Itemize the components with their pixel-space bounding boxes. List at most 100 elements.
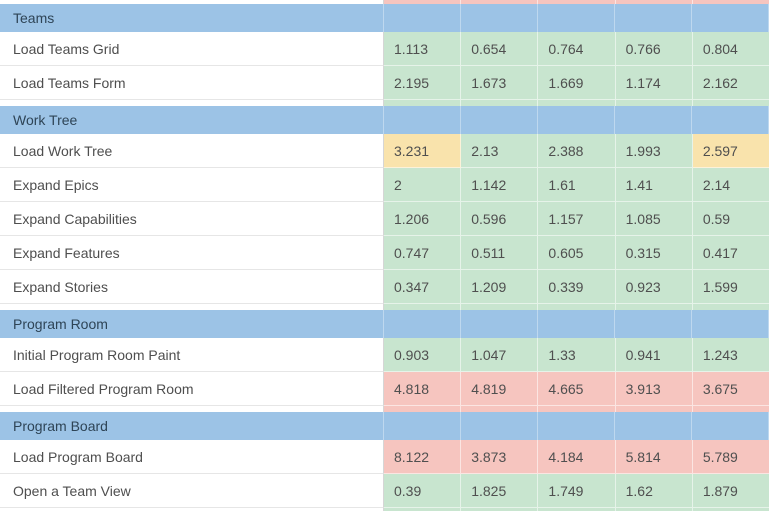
metric-value-cell <box>615 508 693 511</box>
metric-label: Load Program Board <box>0 440 384 474</box>
metric-row[interactable]: Expand Features 0.747 0.511 0.605 0.315 0.417 <box>0 236 769 270</box>
metric-label: Load Teams Form <box>0 66 384 100</box>
metric-value-cell: 1.174 <box>615 66 693 100</box>
metric-value-cell: 0.347 <box>384 270 462 304</box>
metric-value-cell: 4.665 <box>538 372 616 406</box>
metric-value-cell: 2.597 <box>692 134 769 168</box>
metric-value-cell <box>692 304 769 310</box>
metric-value-cell <box>692 310 769 338</box>
metric-value-cell <box>384 406 462 412</box>
metric-value-cell <box>692 4 769 32</box>
metric-value-cell <box>692 106 769 134</box>
row-label-spacer <box>0 304 384 310</box>
metric-label: Open a Team View <box>0 474 384 508</box>
metric-value-cell: 1.879 <box>692 474 769 508</box>
metric-value-cell <box>692 0 769 4</box>
metric-value-cell: 5.814 <box>615 440 693 474</box>
metric-value-cell: 5.789 <box>692 440 769 474</box>
metric-value-cell <box>461 0 539 4</box>
metric-value-cell <box>384 310 461 338</box>
metric-value-cell <box>538 406 616 412</box>
metric-value-cell: 1.993 <box>615 134 693 168</box>
section-header-row-program-room[interactable]: Program Room <box>0 310 769 338</box>
metric-value-cell: 4.819 <box>461 372 539 406</box>
metric-value-cell <box>615 412 692 440</box>
metric-row[interactable]: Expand Capabilities 1.206 0.596 1.157 1.085 0… <box>0 202 769 236</box>
metric-value-cell: 1.142 <box>461 168 539 202</box>
metric-label: Expand Epics <box>0 168 384 202</box>
metric-value-cell <box>692 100 769 106</box>
metric-value-cell <box>692 508 769 511</box>
metric-value-cell <box>615 0 693 4</box>
section-title: Teams <box>0 4 384 32</box>
metric-value-cell: 2.13 <box>461 134 539 168</box>
metric-row[interactable]: Expand Stories 0.347 1.209 0.339 0.923 1.599 <box>0 270 769 304</box>
metric-value-cell <box>615 100 693 106</box>
metric-value-cell: 1.61 <box>538 168 616 202</box>
section-title: Work Tree <box>0 106 384 134</box>
metric-row[interactable]: Load Filtered Program Room 4.818 4.819 4.66… <box>0 372 769 406</box>
metric-label: Load Teams Grid <box>0 32 384 66</box>
metric-value-cell: 1.157 <box>538 202 616 236</box>
metric-value-cell <box>615 106 692 134</box>
metric-value-cell <box>384 106 461 134</box>
section-title: Program Board <box>0 412 384 440</box>
metric-value-cell: 2.195 <box>384 66 462 100</box>
metric-value-cell: 1.41 <box>615 168 693 202</box>
metric-row[interactable]: Load Teams Grid 1.113 0.654 0.764 0.766 0.804 <box>0 32 769 66</box>
metric-label: Expand Stories <box>0 270 384 304</box>
metric-value-cell <box>538 310 615 338</box>
metric-value-cell: 0.596 <box>461 202 539 236</box>
metric-value-cell: 1.825 <box>461 474 539 508</box>
metric-value-cell: 2.162 <box>692 66 769 100</box>
metric-value-cell <box>615 4 692 32</box>
section-header-row-program-board[interactable]: Program Board <box>0 412 769 440</box>
metric-value-cell: 3.873 <box>461 440 539 474</box>
metric-value-cell: 0.804 <box>692 32 769 66</box>
metric-row[interactable]: Load Work Tree 3.231 2.13 2.388 1.993 2.597 <box>0 134 769 168</box>
row-label-spacer <box>0 0 384 4</box>
metric-row[interactable]: Initial Program Room Paint 0.903 1.047 1.33… <box>0 338 769 372</box>
metric-value-cell: 4.818 <box>384 372 462 406</box>
metric-value-cell: 1.669 <box>538 66 616 100</box>
metric-value-cell: 1.206 <box>384 202 462 236</box>
metric-label: Load Work Tree <box>0 134 384 168</box>
section-gap <box>0 304 769 310</box>
metric-value-cell <box>538 508 616 511</box>
metric-value-cell: 0.903 <box>384 338 462 372</box>
metric-row[interactable]: Load Teams Form 2.195 1.673 1.669 1.174 2.162 <box>0 66 769 100</box>
metric-row[interactable]: Expand Epics 2 1.142 1.61 1.41 2.14 <box>0 168 769 202</box>
metric-value-cell: 0.339 <box>538 270 616 304</box>
metric-value-cell: 3.913 <box>615 372 693 406</box>
metric-value-cell: 1.599 <box>692 270 769 304</box>
metric-label: Expand Capabilities <box>0 202 384 236</box>
metric-value-cell: 0.315 <box>615 236 693 270</box>
metric-value-cell <box>461 100 539 106</box>
metric-value-cell <box>538 4 615 32</box>
metric-value-cell: 2.14 <box>692 168 769 202</box>
metric-value-cell: 0.605 <box>538 236 616 270</box>
metric-value-cell: 0.764 <box>538 32 616 66</box>
metric-value-cell <box>461 304 539 310</box>
section-header-row-teams[interactable]: Teams <box>0 4 769 32</box>
metric-value-cell <box>692 406 769 412</box>
metric-value-cell: 1.749 <box>538 474 616 508</box>
metric-row[interactable]: Load Program Board 8.122 3.873 4.184 5.814 5.… <box>0 440 769 474</box>
metric-value-cell: 1.673 <box>461 66 539 100</box>
metric-value-cell: 0.511 <box>461 236 539 270</box>
metric-value-cell <box>615 304 693 310</box>
metric-value-cell: 2.388 <box>538 134 616 168</box>
metric-value-cell: 0.923 <box>615 270 693 304</box>
metric-value-cell <box>461 508 539 511</box>
metric-value-cell: 0.59 <box>692 202 769 236</box>
metric-value-cell <box>461 106 538 134</box>
metric-value-cell <box>538 412 615 440</box>
metric-value-cell <box>384 412 461 440</box>
section-header-row-work-tree[interactable]: Work Tree <box>0 106 769 134</box>
metric-value-cell <box>538 100 616 106</box>
metric-label: Load Filtered Program Room <box>0 372 384 406</box>
metric-value-cell <box>384 100 462 106</box>
metric-row[interactable]: Open a Team View 0.39 1.825 1.749 1.62 1.879 <box>0 474 769 508</box>
metric-value-cell <box>615 406 693 412</box>
